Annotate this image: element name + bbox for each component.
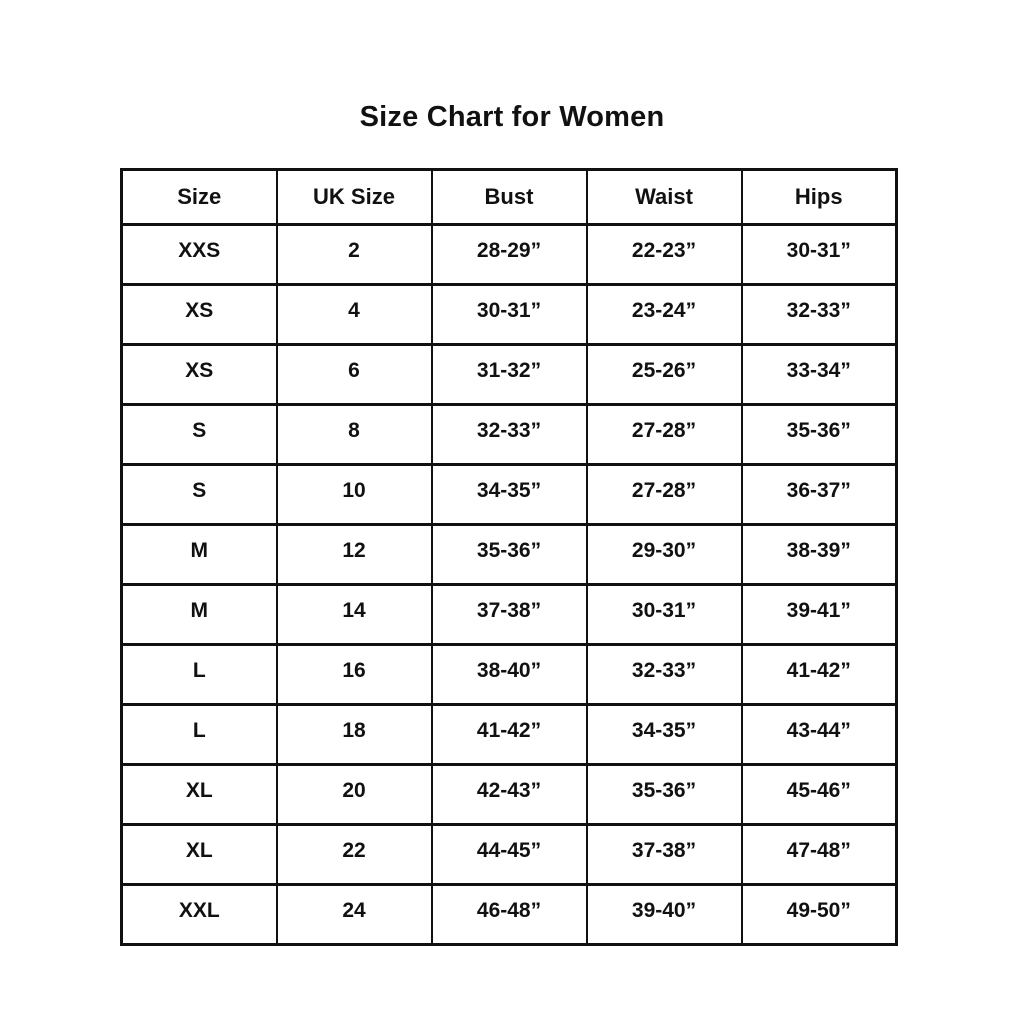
table-row: M 12 35-36” 29-30” 38-39” <box>120 523 898 586</box>
uk-size-cell: 2 <box>275 223 433 286</box>
column-header-hips: Hips <box>740 168 898 226</box>
waist-cell: 34-35” <box>585 703 743 766</box>
uk-size-cell: 14 <box>275 583 433 646</box>
page-title: Size Chart for Women <box>359 101 665 133</box>
waist-cell: 29-30” <box>585 523 743 586</box>
size-cell: S <box>120 463 278 526</box>
waist-cell: 30-31” <box>585 583 743 646</box>
uk-size-cell: 18 <box>275 703 433 766</box>
waist-cell: 35-36” <box>585 763 743 826</box>
table-header: Size UK Size Bust Waist Hips <box>120 168 898 226</box>
hips-cell: 47-48” <box>740 823 898 886</box>
hips-cell: 30-31” <box>740 223 898 286</box>
size-cell: M <box>120 523 278 586</box>
bust-cell: 30-31” <box>430 283 588 346</box>
waist-cell: 25-26” <box>585 343 743 406</box>
bust-cell: 41-42” <box>430 703 588 766</box>
hips-cell: 39-41” <box>740 583 898 646</box>
table-header-row: Size UK Size Bust Waist Hips <box>120 168 898 226</box>
hips-cell: 45-46” <box>740 763 898 826</box>
table-body: XXS 2 28-29” 22-23” 30-31” XS 4 30-31” 23-24” 32-… <box>120 223 898 946</box>
uk-size-cell: 4 <box>275 283 433 346</box>
uk-size-cell: 8 <box>275 403 433 466</box>
bust-cell: 35-36” <box>430 523 588 586</box>
hips-cell: 43-44” <box>740 703 898 766</box>
size-cell: S <box>120 403 278 466</box>
size-cell: XS <box>120 343 278 406</box>
bust-cell: 32-33” <box>430 403 588 466</box>
waist-cell: 27-28” <box>585 403 743 466</box>
table-row: XXL 24 46-48” 39-40” 49-50” <box>120 883 898 946</box>
table-row: L 18 41-42” 34-35” 43-44” <box>120 703 898 766</box>
table-row: XL 20 42-43” 35-36” 45-46” <box>120 763 898 826</box>
uk-size-cell: 10 <box>275 463 433 526</box>
uk-size-cell: 12 <box>275 523 433 586</box>
hips-cell: 38-39” <box>740 523 898 586</box>
bust-cell: 42-43” <box>430 763 588 826</box>
hips-cell: 36-37” <box>740 463 898 526</box>
size-cell: M <box>120 583 278 646</box>
waist-cell: 37-38” <box>585 823 743 886</box>
hips-cell: 32-33” <box>740 283 898 346</box>
column-header-uk-size: UK Size <box>275 168 433 226</box>
bust-cell: 31-32” <box>430 343 588 406</box>
column-header-waist: Waist <box>585 168 743 226</box>
table-row: XXS 2 28-29” 22-23” 30-31” <box>120 223 898 286</box>
hips-cell: 49-50” <box>740 883 898 946</box>
waist-cell: 23-24” <box>585 283 743 346</box>
size-cell: XS <box>120 283 278 346</box>
bust-cell: 44-45” <box>430 823 588 886</box>
table-row: XS 4 30-31” 23-24” 32-33” <box>120 283 898 346</box>
uk-size-cell: 20 <box>275 763 433 826</box>
hips-cell: 41-42” <box>740 643 898 706</box>
waist-cell: 27-28” <box>585 463 743 526</box>
uk-size-cell: 16 <box>275 643 433 706</box>
size-cell: XL <box>120 823 278 886</box>
size-cell: L <box>120 643 278 706</box>
table-row: M 14 37-38” 30-31” 39-41” <box>120 583 898 646</box>
column-header-size: Size <box>120 168 278 226</box>
size-chart-table: Size UK Size Bust Waist Hips XXS 2 28-29” 2… <box>120 168 898 946</box>
size-cell: XL <box>120 763 278 826</box>
size-cell: XXS <box>120 223 278 286</box>
size-chart-table-container: Size UK Size Bust Waist Hips XXS 2 28-29” 2… <box>120 168 898 946</box>
uk-size-cell: 24 <box>275 883 433 946</box>
bust-cell: 37-38” <box>430 583 588 646</box>
table-row: L 16 38-40” 32-33” 41-42” <box>120 643 898 706</box>
bust-cell: 46-48” <box>430 883 588 946</box>
hips-cell: 35-36” <box>740 403 898 466</box>
size-cell: XXL <box>120 883 278 946</box>
bust-cell: 34-35” <box>430 463 588 526</box>
table-row: S 10 34-35” 27-28” 36-37” <box>120 463 898 526</box>
bust-cell: 38-40” <box>430 643 588 706</box>
column-header-bust: Bust <box>430 168 588 226</box>
waist-cell: 39-40” <box>585 883 743 946</box>
waist-cell: 22-23” <box>585 223 743 286</box>
uk-size-cell: 6 <box>275 343 433 406</box>
table-row: XL 22 44-45” 37-38” 47-48” <box>120 823 898 886</box>
bust-cell: 28-29” <box>430 223 588 286</box>
hips-cell: 33-34” <box>740 343 898 406</box>
uk-size-cell: 22 <box>275 823 433 886</box>
table-row: XS 6 31-32” 25-26” 33-34” <box>120 343 898 406</box>
waist-cell: 32-33” <box>585 643 743 706</box>
size-cell: L <box>120 703 278 766</box>
table-row: S 8 32-33” 27-28” 35-36” <box>120 403 898 466</box>
